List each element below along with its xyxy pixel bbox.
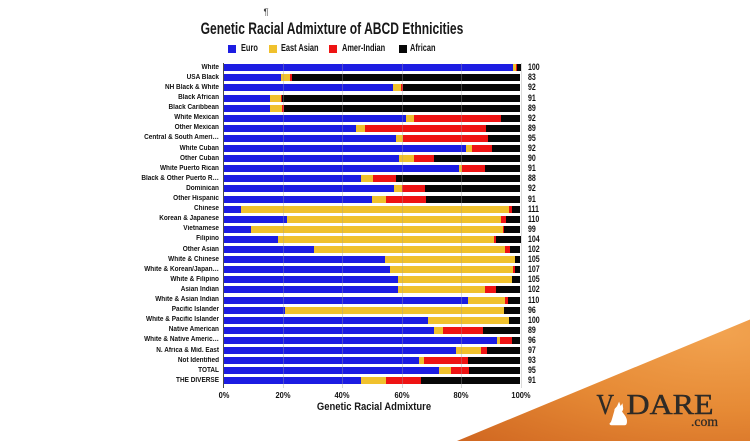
svg-text:DARE: DARE (627, 390, 714, 421)
svg-text:V: V (597, 390, 615, 421)
svg-text:.com: .com (691, 414, 718, 429)
